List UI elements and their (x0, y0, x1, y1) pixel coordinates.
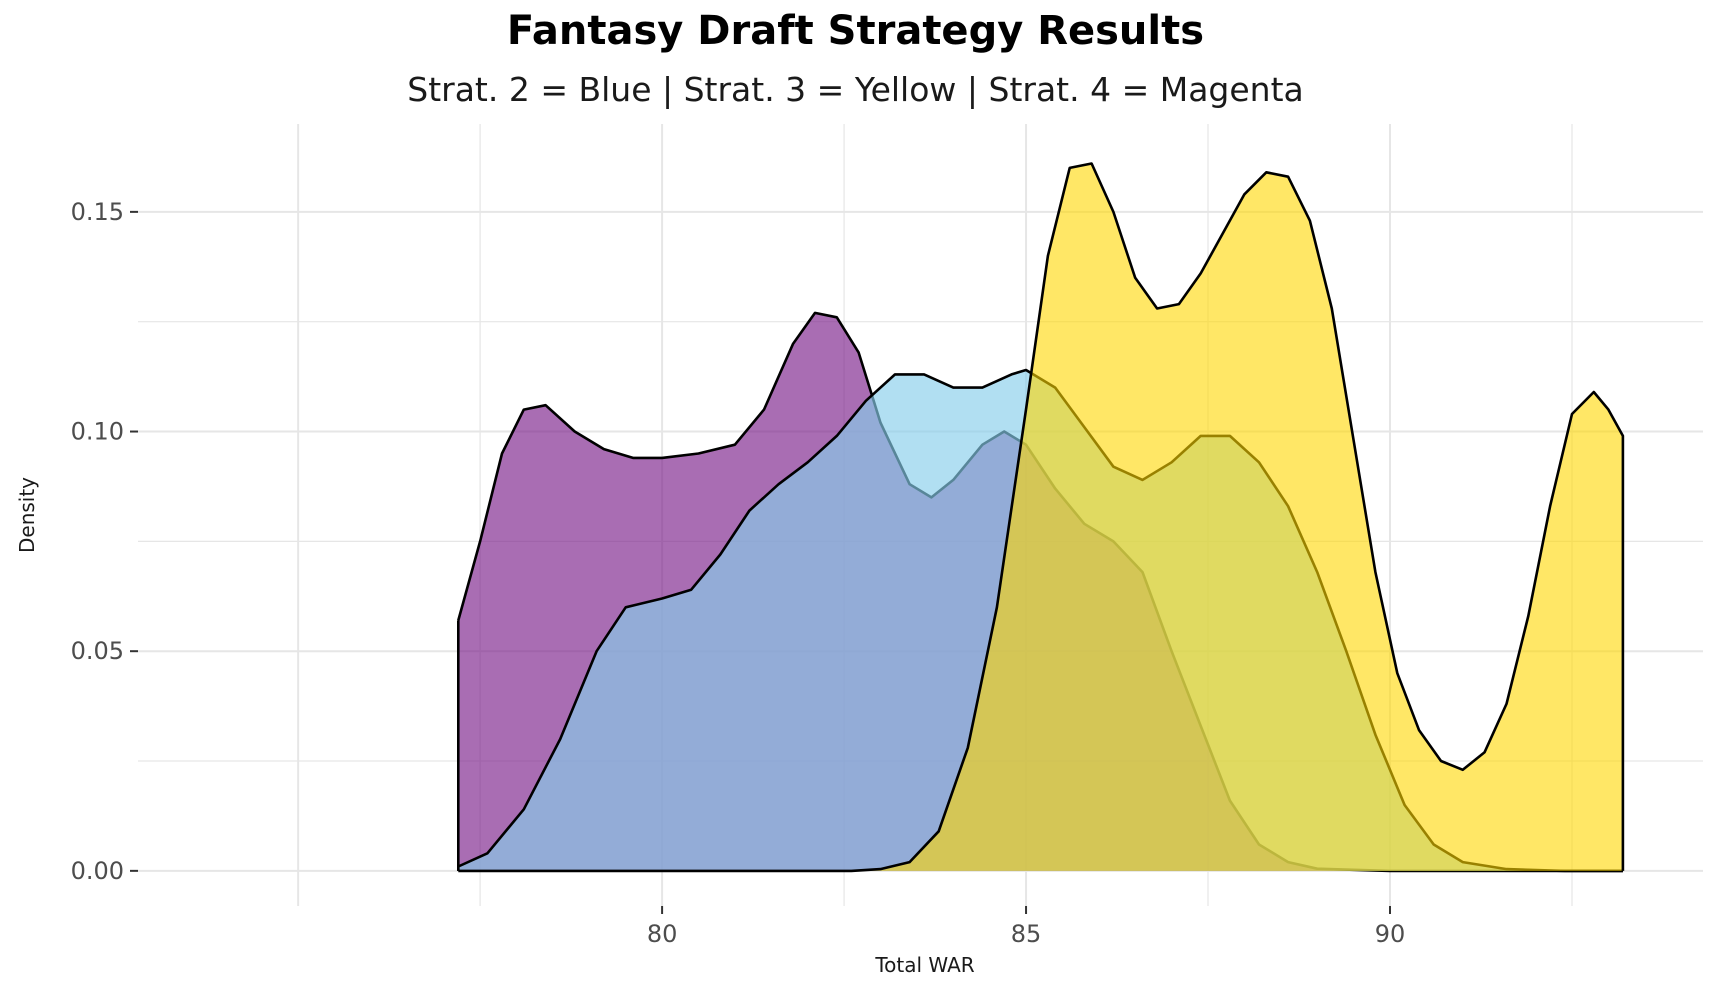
y-tick-label: 0.05 (71, 637, 124, 665)
density-outline (458, 162, 1625, 873)
density-series (457, 162, 1625, 873)
x-tick-label: 90 (1375, 920, 1406, 948)
chart-title: Fantasy Draft Strategy Results (506, 8, 1205, 54)
y-axis-title: Density (15, 477, 39, 553)
axis-ticks (130, 210, 1391, 914)
x-tick-label: 85 (1011, 920, 1042, 948)
chart-subtitle: Strat. 2 = Blue | Strat. 3 = Yellow | St… (407, 70, 1304, 109)
x-tick-label: 80 (647, 920, 678, 948)
y-tick-label: 0.00 (71, 857, 124, 885)
y-tick-label: 0.15 (71, 198, 124, 226)
x-axis-title: Total WAR (874, 953, 974, 977)
density-series-3 (458, 162, 1625, 873)
y-tick-label: 0.10 (71, 418, 124, 446)
tick-labels: 80 85 90 0.00 0.05 0.10 0.15 (71, 198, 1406, 948)
density-area (458, 163, 1623, 871)
